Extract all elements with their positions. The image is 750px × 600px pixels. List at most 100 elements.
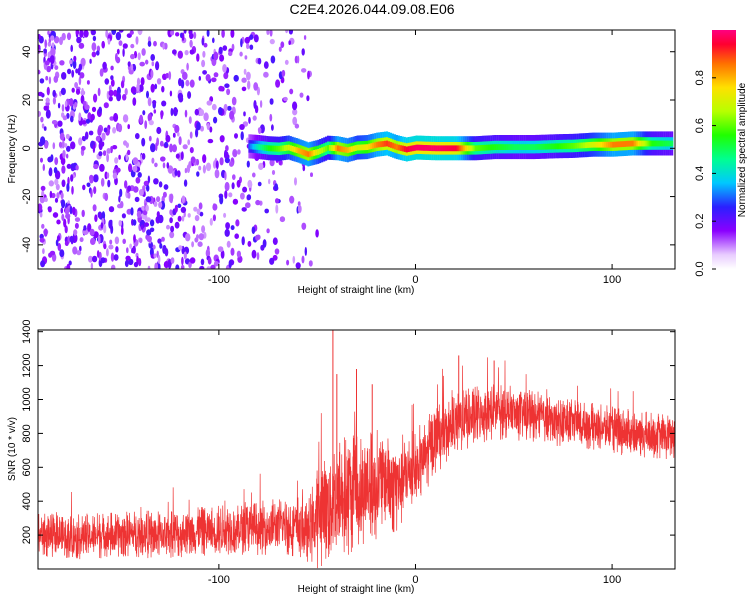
heatmap-noise-cell bbox=[119, 188, 123, 198]
heatmap-noise-cell bbox=[166, 162, 170, 169]
heatmap-noise-cell bbox=[150, 83, 155, 93]
heatmap-track-cell bbox=[445, 145, 448, 152]
heatmap-noise bbox=[38, 30, 319, 269]
heatmap-noise-cell bbox=[46, 65, 52, 73]
heatmap-noise-cell bbox=[68, 260, 72, 266]
heatmap-noise-cell bbox=[108, 219, 113, 229]
heatmap-noise-cell bbox=[64, 207, 70, 216]
heatmap-noise-cell bbox=[156, 196, 161, 203]
heatmap-track-cell bbox=[395, 144, 398, 150]
heatmap-noise-cell bbox=[198, 202, 203, 210]
heatmap-noise-cell bbox=[115, 53, 118, 62]
heatmap-noise-cell bbox=[292, 116, 298, 126]
heatmap-track-cell bbox=[372, 142, 375, 149]
heatmap-track-cell bbox=[303, 150, 306, 156]
heatmap-noise-cell bbox=[169, 209, 173, 216]
heatmap-noise-cell bbox=[296, 55, 300, 64]
heatmap-noise-cell bbox=[112, 145, 118, 150]
heatmap-noise-cell bbox=[251, 249, 257, 259]
heatmap-noise-cell bbox=[150, 54, 155, 61]
heatmap-noise-cell bbox=[40, 260, 46, 268]
heatmap-noise-cell bbox=[222, 64, 227, 73]
colorbar: 0.0 0.2 0.4 0.6 0.8 Normalized spectral ampl… bbox=[694, 30, 748, 277]
heatmap-noise-cell bbox=[200, 125, 204, 132]
heatmap-noise-cell bbox=[197, 241, 203, 247]
heatmap-noise-cell bbox=[133, 186, 139, 193]
heatmap-noise-cell bbox=[160, 110, 163, 120]
heatmap-track-cell bbox=[354, 145, 357, 151]
heatmap-noise-cell bbox=[226, 88, 231, 96]
heatmap-noise-cell bbox=[280, 41, 285, 48]
heatmap-noise-cell bbox=[249, 34, 254, 40]
heatmap-noise-cell bbox=[218, 46, 223, 55]
heatmap-noise-cell bbox=[141, 153, 146, 160]
heatmap-noise-cell bbox=[40, 157, 43, 163]
heatmap-noise-cell bbox=[284, 59, 289, 65]
heatmap-noise-cell bbox=[109, 239, 113, 245]
heatmap-noise-cell bbox=[187, 213, 191, 218]
heatmap-noise-cell bbox=[170, 107, 174, 117]
heatmap-noise-cell bbox=[48, 167, 53, 177]
heatmap-noise-cell bbox=[61, 140, 65, 149]
heatmap-noise-cell bbox=[47, 30, 50, 36]
heatmap-noise-cell bbox=[86, 80, 90, 85]
heatmap-track-cell bbox=[329, 145, 332, 151]
heatmap-noise-cell bbox=[175, 32, 180, 37]
snr-axes: -100 0 100 200 400 600 800 1000 1200 1400 bbox=[21, 319, 675, 586]
heatmap-track-cell bbox=[578, 142, 581, 149]
heatmap-track-cell bbox=[620, 141, 623, 148]
heatmap-noise-cell bbox=[164, 141, 169, 148]
heatmap-noise-cell bbox=[239, 51, 243, 57]
heatmap-noise-cell bbox=[81, 209, 85, 218]
heatmap-noise-cell bbox=[196, 208, 201, 215]
heatmap-noise-cell bbox=[108, 85, 112, 92]
heatmap-noise-cell bbox=[202, 154, 207, 164]
heatmap-noise-cell bbox=[184, 168, 188, 174]
heatmap-track-cell bbox=[580, 142, 583, 149]
heatmap-noise-cell bbox=[93, 186, 97, 195]
heatmap-noise-cell bbox=[169, 143, 173, 153]
heatmap-track-cell bbox=[507, 144, 511, 150]
heatmap-noise-cell bbox=[301, 68, 307, 73]
heatmap-track-cell bbox=[352, 145, 355, 152]
heatmap-track-cell bbox=[340, 146, 343, 152]
heatmap-noise-cell bbox=[258, 127, 262, 134]
heatmap-noise-cell bbox=[278, 46, 282, 52]
heatmap-noise-cell bbox=[153, 178, 159, 185]
heatmap-noise-cell bbox=[262, 239, 267, 248]
heatmap-noise-cell bbox=[246, 43, 250, 50]
heatmap-noise-cell bbox=[78, 76, 82, 86]
heatmap-noise-cell bbox=[233, 74, 239, 82]
heatmap-noise-cell bbox=[84, 104, 90, 110]
heatmap-noise-cell bbox=[219, 135, 225, 143]
heatmap-noise-cell bbox=[241, 86, 247, 92]
heatmap-track-cell bbox=[498, 144, 501, 150]
heatmap-track-cell bbox=[295, 147, 298, 153]
heatmap-noise-cell bbox=[46, 86, 50, 96]
heatmap-noise-cell bbox=[118, 154, 121, 160]
heatmap-noise-cell bbox=[242, 186, 248, 193]
heatmap-noise-cell bbox=[224, 181, 230, 192]
heatmap-track-cell bbox=[545, 143, 548, 150]
heatmap-track-cell bbox=[500, 144, 503, 150]
heatmap-track-cell bbox=[610, 141, 613, 148]
heatmap-noise-cell bbox=[87, 223, 92, 232]
heatmap-noise-cell bbox=[71, 185, 74, 195]
heatmap-track-cell bbox=[651, 140, 654, 147]
heatmap-noise-cell bbox=[98, 235, 101, 245]
heatmap-track-cell bbox=[641, 140, 644, 147]
heatmap-noise-cell bbox=[82, 229, 89, 235]
heatmap-noise-cell bbox=[61, 104, 65, 112]
heatmap-y-tick-label: -40 bbox=[21, 237, 33, 253]
heatmap-noise-cell bbox=[100, 177, 105, 187]
heatmap-noise-cell bbox=[105, 30, 109, 38]
heatmap-noise-cell bbox=[183, 179, 188, 187]
heatmap-track-cell bbox=[494, 144, 497, 150]
heatmap-track-cell bbox=[376, 141, 379, 148]
heatmap-noise-cell bbox=[92, 204, 97, 212]
heatmap-track-cell bbox=[515, 144, 518, 150]
heatmap-noise-cell bbox=[60, 87, 66, 96]
heatmap-track-cell bbox=[358, 144, 361, 151]
heatmap-noise-cell bbox=[154, 162, 158, 168]
heatmap-noise-cell bbox=[39, 212, 43, 218]
